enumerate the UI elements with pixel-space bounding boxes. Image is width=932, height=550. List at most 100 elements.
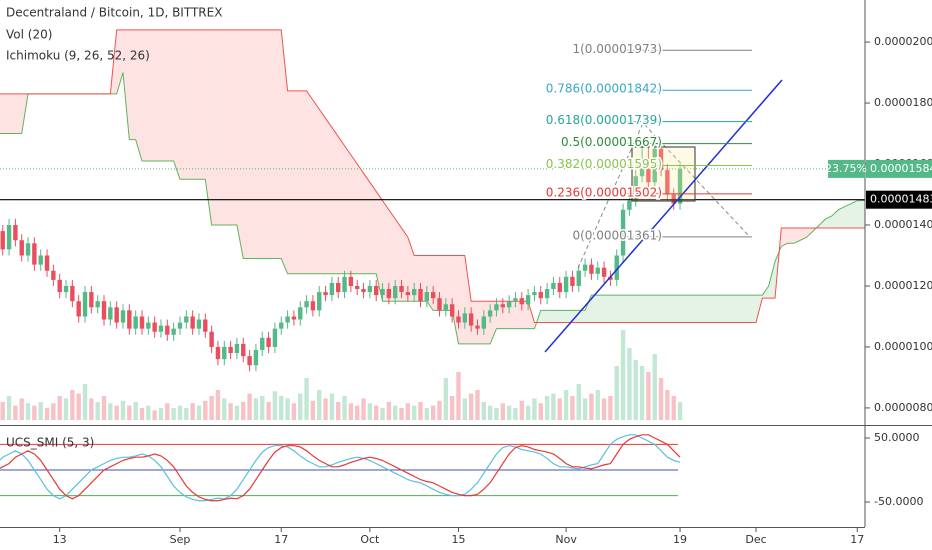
volume-bar <box>348 403 354 420</box>
volume-bar <box>532 398 537 420</box>
x-tick-label: Oct <box>360 533 380 546</box>
cloud-segment <box>15 93 22 134</box>
volume-bar <box>114 405 119 420</box>
cloud-segment <box>806 228 813 238</box>
candle-body <box>291 316 297 320</box>
volume-bar <box>171 408 176 420</box>
cloud-segment <box>604 295 611 323</box>
cloud-segment <box>123 29 130 140</box>
cloud-segment <box>388 209 396 302</box>
price-tag-label: 0.00001483 <box>870 193 932 206</box>
cloud-segment <box>325 118 332 274</box>
cloud-segment <box>711 295 719 323</box>
candle-body <box>127 310 132 329</box>
candle-body <box>506 301 512 308</box>
indicator-label: UCS_SMI (5, 3) <box>6 436 94 450</box>
candle-body <box>443 304 449 311</box>
candle-body <box>519 298 524 305</box>
volume-bar <box>184 408 189 420</box>
candle-body <box>646 157 651 183</box>
cloud-segment <box>825 215 832 229</box>
candle-body <box>57 279 62 293</box>
cloud-segment <box>793 228 801 244</box>
volume-bar <box>139 408 145 420</box>
cloud-segment <box>800 228 807 241</box>
candle-body <box>582 264 588 271</box>
candle-body <box>677 168 683 204</box>
price-tag <box>866 159 932 178</box>
cloud-segment <box>274 29 282 259</box>
cloud-segment <box>667 295 674 323</box>
cloud-segment <box>477 301 484 344</box>
axes <box>0 0 932 528</box>
x-tick-label: Sep <box>170 533 191 546</box>
cloud-segment <box>578 310 586 323</box>
volume-bar <box>304 378 309 420</box>
fib-label: 1(0.00001973) <box>572 42 662 56</box>
candle-body <box>13 225 18 241</box>
candle-body <box>532 292 537 296</box>
cloud-segment <box>376 191 383 302</box>
cloud-segment <box>338 136 345 274</box>
cloud-segment <box>737 295 744 323</box>
x-tick-label: 19 <box>673 533 687 546</box>
cloud-segment <box>300 90 307 274</box>
volume-bar <box>89 398 94 420</box>
cloud-segment <box>344 145 351 274</box>
candle-body <box>190 316 195 329</box>
candle-body <box>411 289 417 296</box>
candle-body <box>6 225 12 250</box>
candle-body <box>538 292 543 299</box>
volume-bar <box>298 393 303 420</box>
volume-bar <box>291 403 297 420</box>
candle-body <box>95 301 100 308</box>
candle-body <box>89 292 94 308</box>
volume-bar <box>203 400 208 420</box>
candle-body <box>418 289 423 302</box>
volume-bar <box>317 390 322 420</box>
volume-bar <box>589 393 594 420</box>
candle-body <box>196 319 202 329</box>
volume-bar <box>25 403 31 420</box>
cloud-segment <box>705 295 712 323</box>
volume-bar <box>177 405 183 420</box>
y-tick-label: 0.00000800 <box>874 401 932 414</box>
cloud-segment <box>369 182 377 274</box>
cloud-segment <box>566 310 573 323</box>
candle-body <box>203 319 208 332</box>
cloud-segment <box>597 295 605 323</box>
volume-bar <box>253 398 259 420</box>
cloud-segment <box>452 255 459 344</box>
cloud-segment <box>192 29 199 180</box>
cloud-segment <box>173 29 180 180</box>
candle-body <box>557 282 562 293</box>
candle-body <box>462 313 468 323</box>
candle-body <box>329 282 335 296</box>
candle-body <box>551 282 556 290</box>
volume-bar <box>658 378 664 420</box>
volume-bar <box>582 398 588 420</box>
volume-bar <box>677 402 683 420</box>
fib-label: 0.382(0.00001595) <box>546 157 662 171</box>
candle-body <box>513 298 518 302</box>
volume-bar <box>247 393 252 420</box>
volume-bar <box>576 384 581 420</box>
volume-bar <box>544 396 550 420</box>
fib-label: 0.786(0.00001842) <box>546 82 662 96</box>
cloud-segment <box>540 310 548 323</box>
price-pane: 1(0.00001973) 0.786(0.00001842) 0.618(0.00… <box>0 29 865 420</box>
volume-bar <box>285 398 290 420</box>
fib-label: 0.5(0.00001667) <box>561 135 662 149</box>
cloud-segment <box>521 301 529 329</box>
cloud-segment <box>724 295 731 323</box>
cloud-segment <box>661 295 668 323</box>
cloud-segment <box>2 93 10 134</box>
cloud-segment <box>439 255 446 311</box>
cloud-segment <box>623 295 630 323</box>
cloud-segment <box>547 310 554 323</box>
cloud-segment <box>686 295 693 323</box>
cloud-segment <box>464 255 472 344</box>
cloud-segment <box>293 90 301 274</box>
volume-bar <box>411 405 417 420</box>
